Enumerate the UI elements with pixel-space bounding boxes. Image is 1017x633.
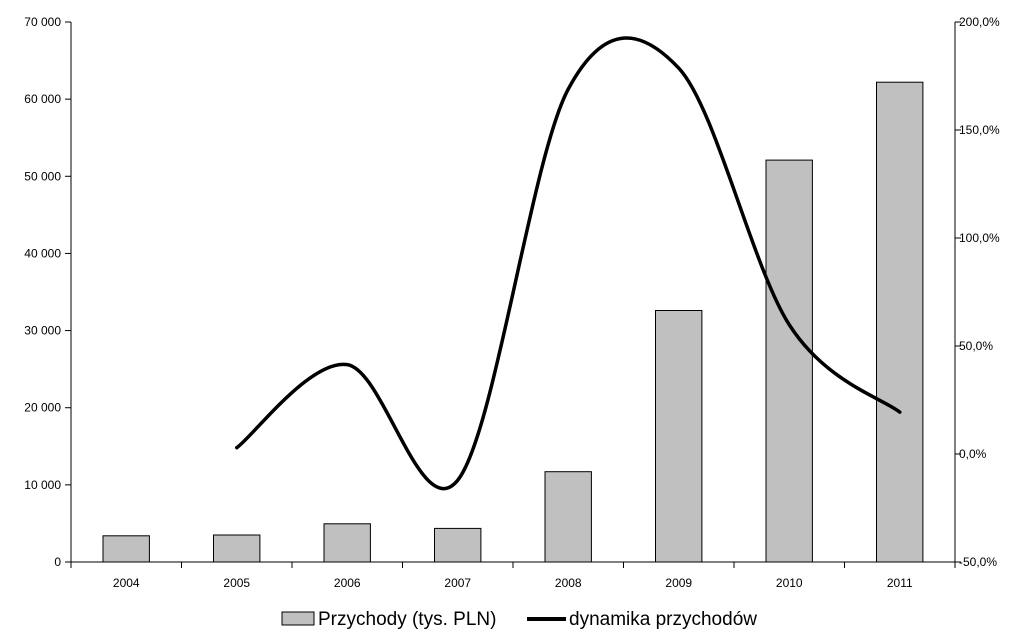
x-tick-label: 2011	[887, 576, 913, 590]
right-tick-label: -50,0%	[959, 555, 997, 569]
line-layer	[235, 36, 902, 491]
bar-2010	[765, 159, 813, 563]
x-tick-label: 2004	[113, 576, 140, 590]
right-tick-label: 150,0%	[959, 123, 1000, 137]
left-tick-label: 50 000	[24, 169, 61, 183]
x-tick-label: 2010	[776, 576, 803, 590]
left-tick-label: 70 000	[24, 15, 61, 29]
bar-2008	[544, 471, 592, 563]
x-tick-label: 2009	[665, 576, 692, 590]
left-tick-label: 10 000	[24, 478, 61, 492]
x-tick-label: 2007	[444, 576, 471, 590]
right-tick-label: 100,0%	[959, 231, 1000, 245]
right-tick-label: 50,0%	[959, 339, 993, 353]
x-tick-label: 2008	[555, 576, 582, 590]
left-tick-label: 60 000	[24, 92, 61, 106]
right-tick-label: 0,0%	[959, 447, 987, 461]
left-tick-label: 20 000	[24, 401, 61, 415]
legend: Przychody (tys. PLN) dynamika przychodów	[281, 609, 757, 630]
bar-2009	[655, 310, 703, 563]
revenue-dynamics-line	[235, 36, 902, 491]
bars-layer	[102, 81, 924, 563]
bar-2006	[323, 523, 371, 563]
left-tick-label: 30 000	[24, 324, 61, 338]
bar-2011	[876, 81, 924, 563]
legend-bar-label: Przychody (tys. PLN)	[318, 609, 496, 630]
x-tick-label: 2005	[223, 576, 250, 590]
bar-2004	[102, 535, 150, 563]
bar-2007	[434, 527, 482, 563]
right-tick-label: 200,0%	[959, 15, 1000, 29]
left-tick-label: 0	[54, 555, 61, 569]
x-tick-label: 2006	[334, 576, 361, 590]
bar-2005	[213, 534, 261, 563]
legend-line-label: dynamika przychodów	[569, 609, 757, 630]
left-tick-label: 40 000	[24, 246, 61, 260]
legend-bar-swatch	[281, 611, 315, 626]
ticks-layer: 0 10 000 20 000 30 000 40 000 50 000 60 000 70 …	[24, 15, 1000, 590]
